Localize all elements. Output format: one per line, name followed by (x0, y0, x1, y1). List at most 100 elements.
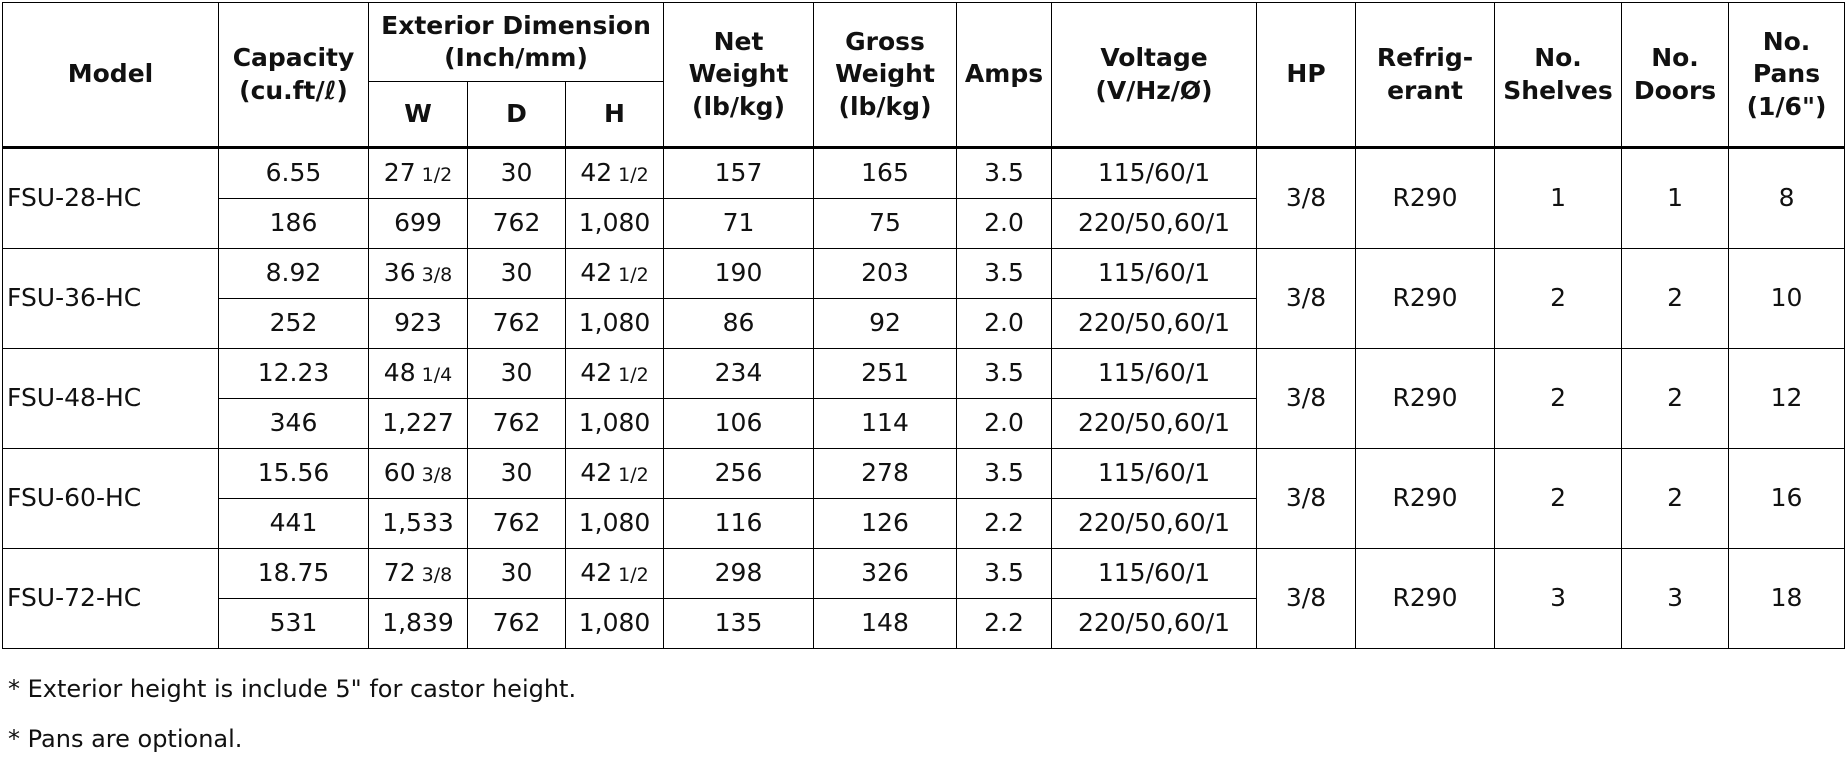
capacity-cell: 18.75 (218, 548, 369, 599)
height-cell: 42 1/2 (564, 248, 665, 299)
pans-cell: 12 (1728, 348, 1846, 449)
header-refrigerant: Refrig- erant (1355, 2, 1496, 148)
shelves-cell: 3 (1494, 548, 1623, 649)
net-weight-cell: 234 (663, 348, 815, 399)
width-cell-fraction: 1/2 (421, 164, 453, 187)
model-cell: FSU-36-HC (2, 248, 219, 349)
table-row: FSU-28-HC 6.55 27 1/2 30 42 1/2 157 165 3.5 115/60… (2, 147, 1846, 249)
shelves-cell: 2 (1494, 448, 1623, 549)
doors-cell: 2 (1621, 348, 1730, 449)
width-cell-fraction: 1/4 (421, 364, 453, 387)
net-weight-cell: 190 (663, 248, 815, 299)
table-row: FSU-60-HC 15.56 60 3/8 30 42 1/2 256 278 3.5 115/6… (2, 448, 1846, 549)
voltage-cell: 115/60/1 (1051, 548, 1258, 599)
model-cell: FSU-72-HC (2, 548, 219, 649)
height-cell: 42 1/2 (564, 548, 665, 599)
amps-cell: 3.5 (956, 147, 1053, 199)
header-shelves: No. Shelves (1494, 2, 1623, 148)
net-weight-cell: 135 (663, 598, 815, 649)
doors-cell: 1 (1621, 147, 1730, 249)
refrigerant-cell: R290 (1355, 348, 1496, 449)
height-cell-fraction: 1/2 (618, 464, 649, 487)
header-amps: Amps (956, 2, 1053, 148)
shelves-cell: 1 (1494, 147, 1623, 249)
amps-cell: 2.0 (956, 398, 1053, 449)
header-model: Model (2, 2, 219, 148)
amps-cell: 2.0 (956, 298, 1053, 349)
hp-cell: 3/8 (1256, 548, 1357, 649)
depth-cell: 762 (467, 298, 566, 349)
height-cell: 1,080 (564, 398, 665, 449)
model-cell: FSU-48-HC (2, 348, 219, 449)
header-d: D (467, 81, 566, 148)
amps-cell: 2.0 (956, 198, 1053, 249)
gross-weight-cell: 148 (813, 598, 958, 649)
table-body: FSU-28-HC 6.55 27 1/2 30 42 1/2 157 165 3.5 115/60… (2, 147, 1846, 649)
pans-cell: 16 (1728, 448, 1846, 549)
pans-cell: 18 (1728, 548, 1846, 649)
gross-weight-cell: 126 (813, 498, 958, 549)
doors-cell: 2 (1621, 448, 1730, 549)
voltage-cell: 220/50,60/1 (1051, 298, 1258, 349)
voltage-cell: 115/60/1 (1051, 448, 1258, 499)
table-row: 346 1,227 762 1,080 106 114 2.0 220/50,60/1 (3, 398, 1845, 449)
width-cell-fraction: 3/8 (421, 464, 453, 487)
header-doors: No. Doors (1621, 2, 1730, 148)
height-cell-fraction: 1/2 (618, 164, 649, 187)
header-exterior-dimension: Exterior Dimension (Inch/mm) (367, 2, 665, 82)
table-row: FSU-36-HC 8.92 36 3/8 30 42 1/2 190 203 3.5 115/60… (2, 248, 1846, 349)
header-gross-weight: Gross Weight (lb/kg) (813, 2, 958, 148)
model-cell: FSU-28-HC (2, 147, 219, 249)
amps-cell: 2.2 (956, 498, 1053, 549)
voltage-cell: 220/50,60/1 (1051, 198, 1258, 249)
height-cell: 42 1/2 (564, 147, 665, 199)
gross-weight-cell: 92 (813, 298, 958, 349)
header-voltage: Voltage (V/Hz/Ø) (1051, 2, 1258, 148)
height-cell-fraction: 1/2 (618, 264, 649, 287)
amps-cell: 2.2 (956, 598, 1053, 649)
voltage-cell: 220/50,60/1 (1051, 398, 1258, 449)
shelves-cell: 2 (1494, 248, 1623, 349)
width-cell-fraction: 3/8 (421, 564, 453, 587)
height-cell: 42 1/2 (564, 448, 665, 499)
shelves-cell: 2 (1494, 348, 1623, 449)
width-cell: 36 3/8 (368, 248, 468, 299)
header-hp: HP (1256, 2, 1357, 148)
width-cell: 1,227 (368, 398, 468, 449)
refrigerant-cell: R290 (1355, 248, 1496, 349)
depth-cell: 762 (467, 598, 566, 649)
depth-cell: 30 (467, 548, 566, 599)
voltage-cell: 220/50,60/1 (1051, 498, 1258, 549)
gross-weight-cell: 203 (813, 248, 958, 299)
amps-cell: 3.5 (956, 248, 1053, 299)
depth-cell: 30 (467, 248, 566, 299)
gross-weight-cell: 278 (813, 448, 958, 499)
width-cell: 27 1/2 (368, 147, 468, 199)
net-weight-cell: 86 (663, 298, 815, 349)
footnotes: * Exterior height is include 5" for cast… (8, 664, 576, 764)
table-row: 252 923 762 1,080 86 92 2.0 220/50,60/1 (3, 298, 1845, 349)
spec-table: Model Capacity (cu.ft/ℓ) Exterior Dimens… (2, 2, 1846, 649)
voltage-cell: 220/50,60/1 (1051, 598, 1258, 649)
capacity-cell: 6.55 (218, 147, 369, 199)
depth-cell: 30 (467, 448, 566, 499)
table-row: FSU-48-HC 12.23 48 1/4 30 42 1/2 234 251 3.5 115/6… (2, 348, 1846, 449)
pans-cell: 8 (1728, 147, 1846, 249)
net-weight-cell: 116 (663, 498, 815, 549)
width-cell-fraction: 3/8 (421, 264, 453, 287)
model-cell: FSU-60-HC (2, 448, 219, 549)
footnote-pans: * Pans are optional. (8, 725, 243, 753)
refrigerant-cell: R290 (1355, 147, 1496, 249)
width-cell: 48 1/4 (368, 348, 468, 399)
net-weight-cell: 256 (663, 448, 815, 499)
doors-cell: 3 (1621, 548, 1730, 649)
table-row: 441 1,533 762 1,080 116 126 2.2 220/50,60/1 (3, 498, 1845, 549)
depth-cell: 762 (467, 498, 566, 549)
height-cell: 42 1/2 (564, 348, 665, 399)
voltage-cell: 115/60/1 (1051, 348, 1258, 399)
depth-cell: 30 (467, 348, 566, 399)
depth-cell: 762 (467, 198, 566, 249)
width-cell: 60 3/8 (368, 448, 468, 499)
depth-cell: 762 (467, 398, 566, 449)
width-cell: 1,533 (368, 498, 468, 549)
